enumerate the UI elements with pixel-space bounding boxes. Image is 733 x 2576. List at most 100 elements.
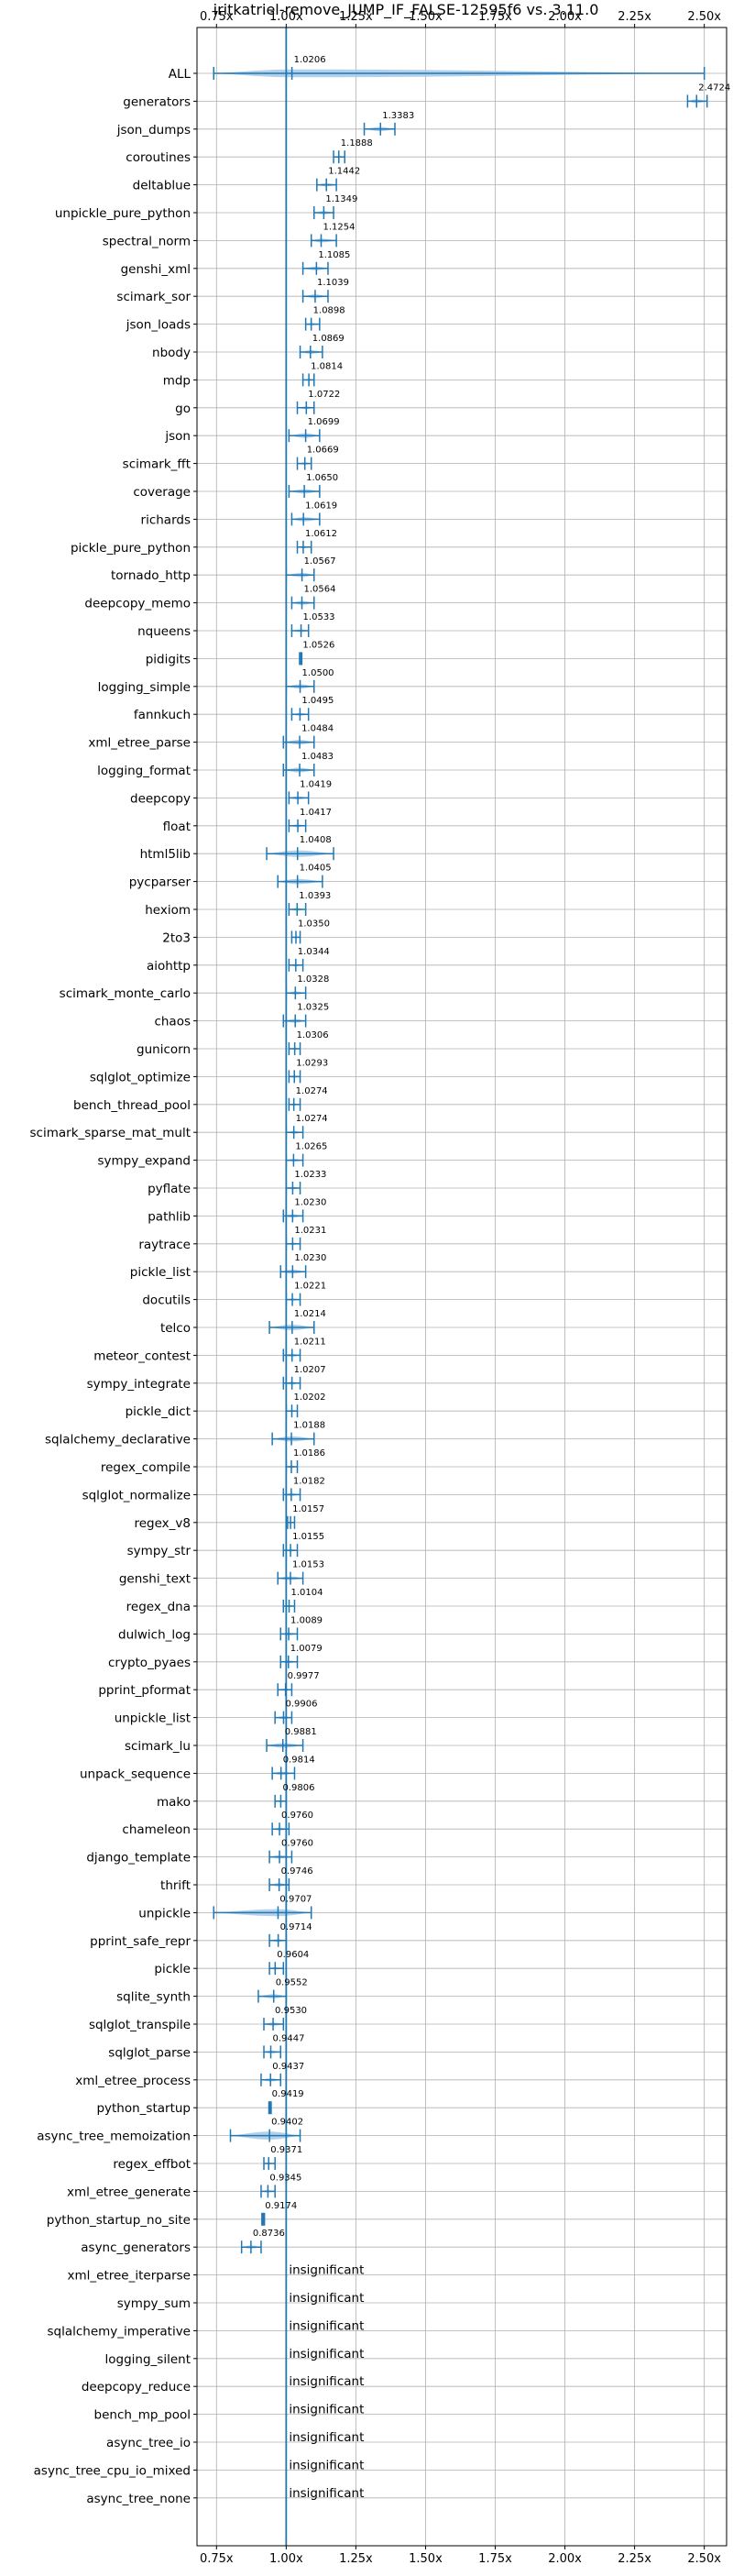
value-label: 1.0344 <box>298 947 330 957</box>
value-label: 1.0265 <box>295 1142 327 1152</box>
top-tick-label: 1.50x <box>409 10 443 24</box>
value-label: 0.9437 <box>272 2062 304 2072</box>
benchmark-label: unpickle_list <box>115 1712 191 1726</box>
benchmark-label: genshi_xml <box>121 262 191 277</box>
value-label: 1.0393 <box>299 891 331 901</box>
bottom-tick-label: 2.25x <box>618 2552 651 2566</box>
benchmark-label: pidigits <box>146 652 191 666</box>
value-label: 1.0533 <box>303 612 335 622</box>
benchmark-label: async_tree_io <box>106 2436 191 2450</box>
benchmark-label: tornado_http <box>111 568 191 583</box>
value-label: 1.0221 <box>294 1282 326 1292</box>
benchmark-label: xml_etree_generate <box>67 2185 191 2199</box>
benchmark-label: sqlglot_optimize <box>90 1070 191 1084</box>
benchmark-label: xml_etree_process <box>75 2074 191 2088</box>
value-label: 1.0214 <box>294 1309 326 1319</box>
benchmark-label: async_tree_memoization <box>37 2130 191 2144</box>
benchmark-label: coverage <box>133 485 191 500</box>
benchmark-label: pathlib <box>148 1209 191 1224</box>
bottom-tick-label: 2.50x <box>687 2552 721 2566</box>
value-label: 0.9760 <box>281 1811 313 1821</box>
benchmark-label: async_tree_none <box>86 2492 191 2506</box>
plot-frame <box>196 27 728 2547</box>
benchmark-label: 2to3 <box>162 930 191 945</box>
bottom-tick-label: 1.75x <box>478 2552 512 2566</box>
value-label: 0.9977 <box>288 1671 320 1681</box>
value-label: 1.3383 <box>382 111 414 121</box>
benchmark-label: deepcopy <box>130 791 191 806</box>
value-label: 1.0186 <box>293 1448 325 1459</box>
benchmark-label: bench_thread_pool <box>73 1098 191 1113</box>
value-label: 0.9174 <box>265 2201 297 2211</box>
value-label: 1.0869 <box>312 334 345 344</box>
value-label: 1.0206 <box>294 55 326 65</box>
value-label: 1.0104 <box>291 1588 323 1598</box>
value-label: 1.0325 <box>297 1003 329 1013</box>
value-label: 0.9402 <box>271 2118 303 2128</box>
benchmark-label: ALL <box>169 67 191 82</box>
benchmark-label: sqlalchemy_declarative <box>45 1433 191 1448</box>
benchmark-label: async_generators <box>81 2240 191 2255</box>
value-label: 1.1442 <box>328 167 360 177</box>
chart-title: iritkatriel-remove_JUMP_IF_FALSE-12595f6… <box>213 1 599 19</box>
insignificant-label: insignificant <box>289 2347 364 2361</box>
benchmark-label: docutils <box>142 1294 191 1308</box>
benchmark-label: spectral_norm <box>103 234 191 248</box>
benchmark-label: deepcopy_reduce <box>82 2380 191 2394</box>
benchmark-label: xml_etree_iterparse <box>68 2269 191 2284</box>
value-label: 0.9714 <box>280 1922 312 1932</box>
benchmark-label: generators <box>123 94 191 109</box>
value-label: 1.1254 <box>323 222 355 232</box>
bottom-tick-label: 1.50x <box>409 2552 443 2566</box>
benchmark-label: pyflate <box>148 1182 191 1196</box>
insignificant-label: insignificant <box>289 2374 364 2389</box>
value-label: 1.1888 <box>341 138 373 149</box>
benchmark-label: logging_silent <box>105 2352 191 2367</box>
bottom-tick-label: 2.00x <box>548 2552 582 2566</box>
benchmark-label: dulwich_log <box>118 1627 191 1642</box>
insignificant-label: insignificant <box>289 2263 364 2278</box>
benchmark-label: pickle_list <box>130 1265 191 1280</box>
benchmark-label: deltablue <box>133 179 191 193</box>
benchmark-label: json_dumps <box>116 123 191 138</box>
value-label: 1.0699 <box>308 417 340 427</box>
top-tick-label: 2.50x <box>687 10 721 24</box>
value-label: 1.0079 <box>290 1644 323 1654</box>
benchmark-label: regex_compile <box>101 1460 191 1475</box>
benchmark-label: pprint_safe_repr <box>90 1934 191 1949</box>
value-label: 1.1085 <box>318 250 350 260</box>
benchmark-label: unpack_sequence <box>80 1767 191 1781</box>
value-label: 0.9419 <box>272 2089 304 2099</box>
benchmark-label: hexiom <box>145 903 191 918</box>
value-label: 1.0155 <box>292 1532 324 1542</box>
value-label: 1.0419 <box>300 779 332 789</box>
top-tick-label: 2.00x <box>548 10 582 24</box>
value-label: 1.0814 <box>311 361 343 371</box>
benchmark-label: sqlglot_normalize <box>82 1488 191 1503</box>
value-label: 1.0564 <box>304 585 336 595</box>
value-label: 0.9814 <box>283 1755 315 1765</box>
value-label: 1.0274 <box>296 1086 328 1096</box>
value-label: 1.0233 <box>294 1170 326 1180</box>
value-label: 1.0722 <box>308 390 340 400</box>
insignificant-label: insignificant <box>289 2486 364 2501</box>
value-label: 1.0230 <box>294 1253 326 1263</box>
bottom-axis-ticks: 0.75x 1.00x 1.25x 1.50x 1.75x 2.00x 2.25x 2.50x <box>200 2546 721 2566</box>
value-label: 1.0211 <box>294 1337 326 1347</box>
value-label: 1.0157 <box>292 1504 324 1514</box>
value-label: 1.0328 <box>297 974 329 985</box>
benchmark-label: aiohttp <box>147 959 191 974</box>
value-label: 1.0188 <box>293 1421 325 1431</box>
benchmark-label: bench_mp_pool <box>94 2408 191 2423</box>
benchmark-label: json_loads <box>126 318 191 333</box>
benchmark-label: richards <box>141 512 191 527</box>
value-label: 1.0274 <box>296 1114 328 1124</box>
benchmark-label: nqueens <box>137 624 191 639</box>
benchmark-label: scimark_sparse_mat_mult <box>30 1126 191 1140</box>
top-axis-ticks: 0.75x 1.00x 1.25x 1.50x 1.75x 2.00x 2.25x 2.50x <box>200 10 721 28</box>
benchmark-label: sqlalchemy_imperative <box>48 2324 191 2339</box>
value-label: 1.0650 <box>306 473 338 483</box>
value-label: 1.0231 <box>294 1226 326 1236</box>
